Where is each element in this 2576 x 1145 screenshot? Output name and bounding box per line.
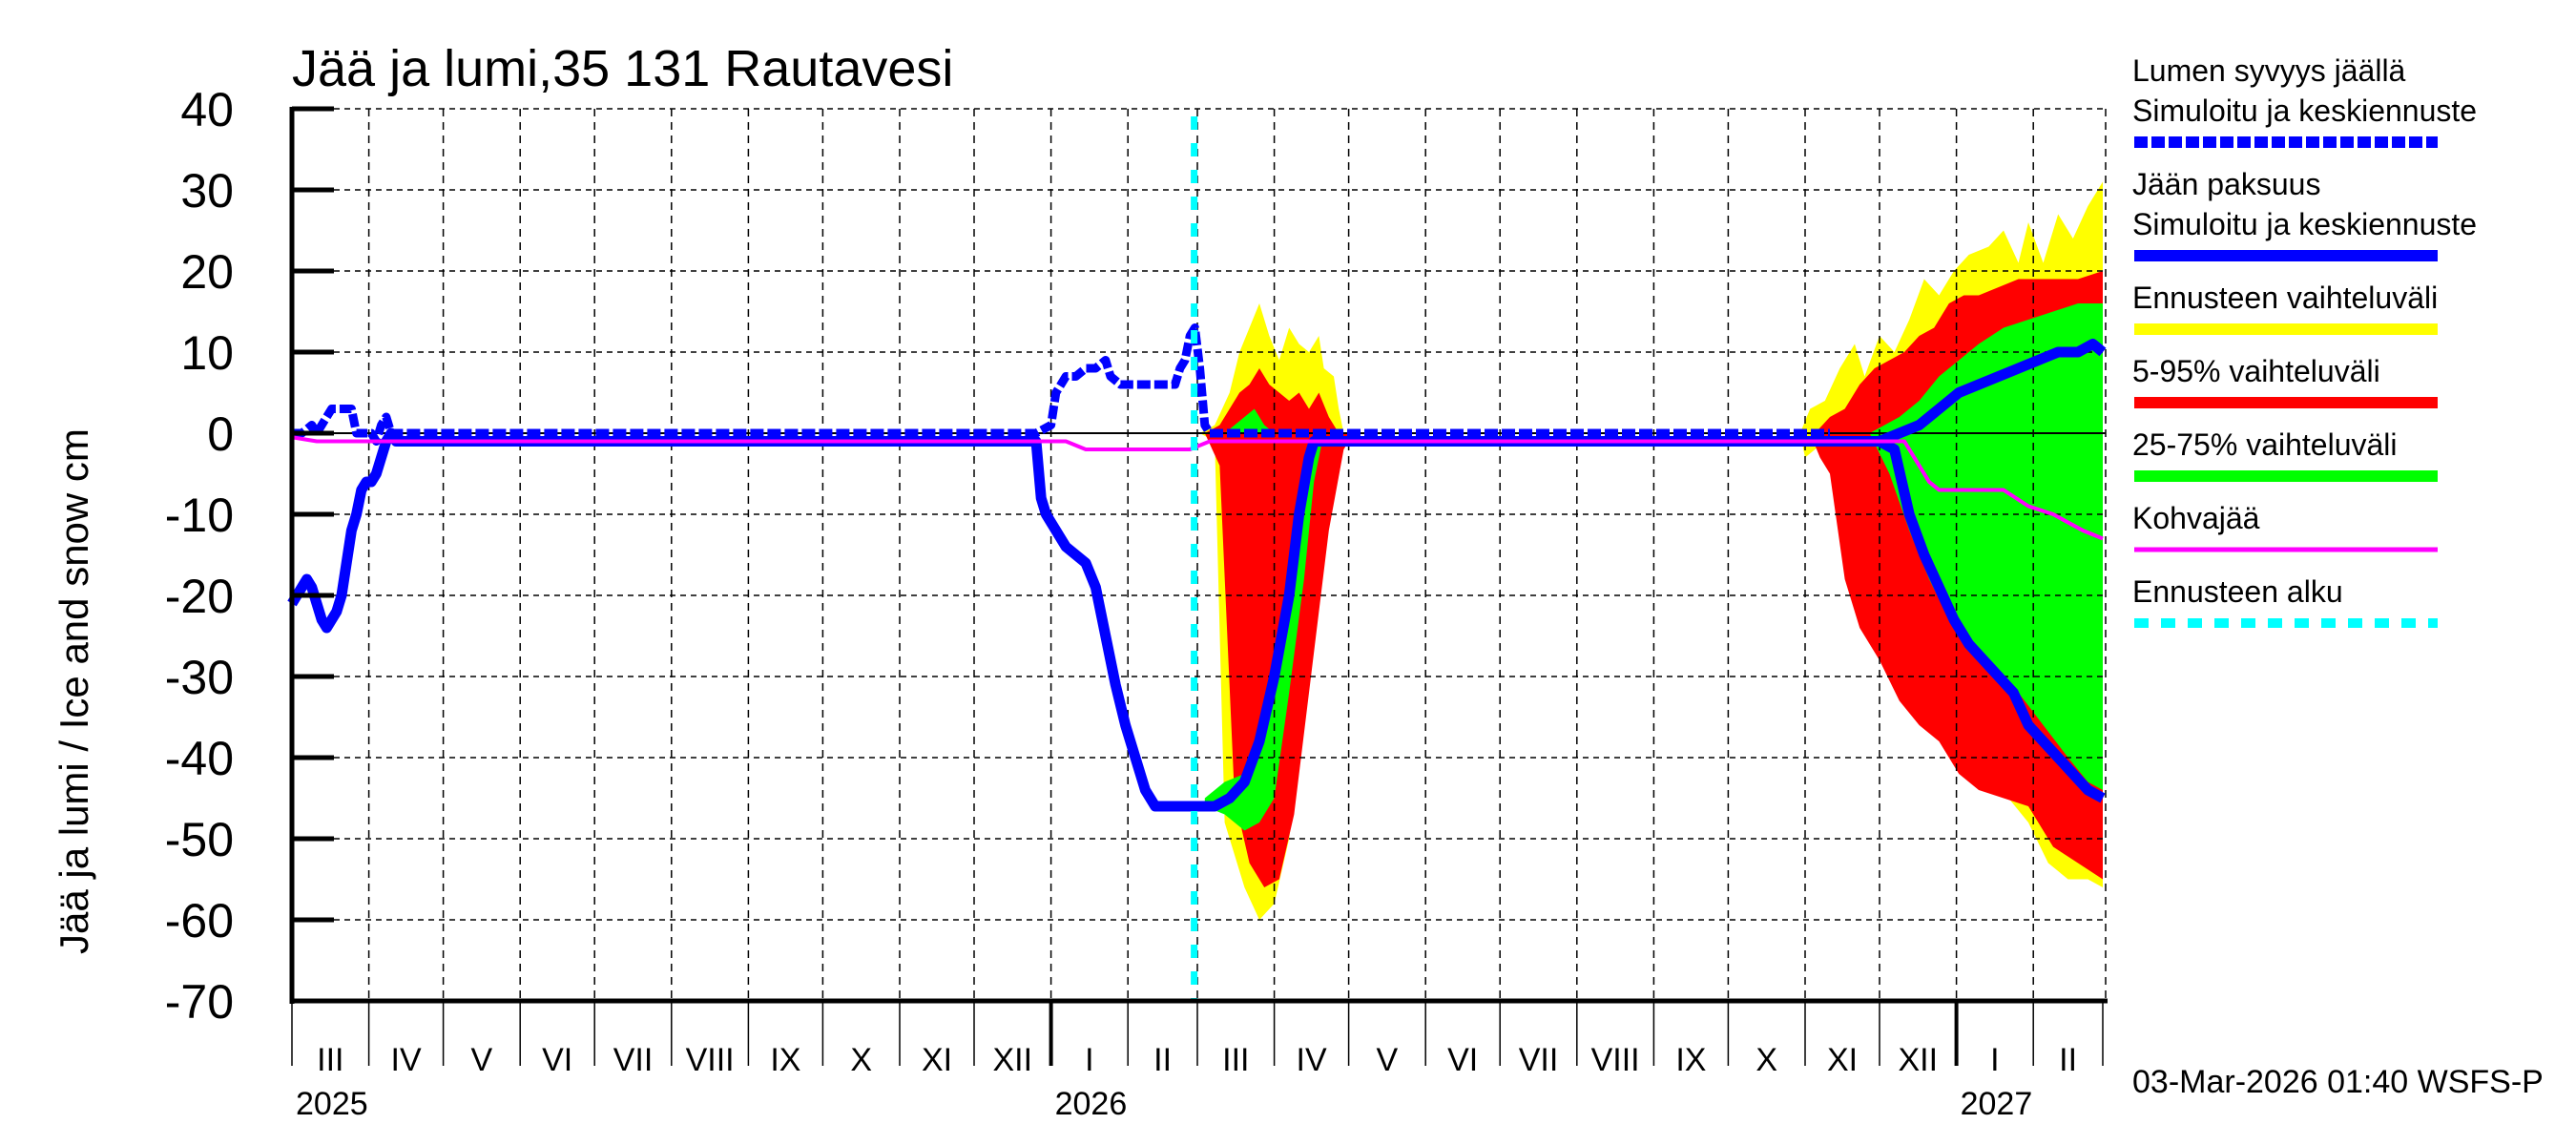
y-tick-label: 10 [180, 326, 234, 380]
x-tick-labels: III IV V VI VII VIII IX X XI XII I II III IV V VI VII VII… [296, 1042, 2077, 1122]
month-label: III [1222, 1042, 1249, 1078]
ice-thickness-line [287, 427, 2106, 812]
chart-title: Jää ja lumi,35 131 Rautavesi [292, 40, 953, 97]
y-tick-label: -20 [165, 570, 234, 623]
data-lines [287, 323, 2107, 812]
y-tick-label: 20 [180, 245, 234, 299]
month-label: X [1755, 1042, 1777, 1078]
legend-label: Jään paksuus [2132, 167, 2320, 201]
month-label: VII [1519, 1042, 1559, 1078]
forecast-bands [1199, 181, 2103, 920]
month-label: IV [391, 1042, 422, 1078]
month-label: VIII [1591, 1042, 1640, 1078]
timestamp: 03-Mar-2026 01:40 WSFS-P [2132, 1064, 2544, 1100]
legend-label: Lumen syvyys jäällä [2132, 53, 2406, 88]
y-tick-label: -60 [165, 894, 234, 947]
legend-label: Kohvajää [2132, 501, 2260, 535]
month-label: VIII [686, 1042, 735, 1078]
band-area [1204, 433, 1324, 831]
month-label: I [1990, 1042, 1999, 1078]
month-label: V [1377, 1042, 1399, 1078]
year-label: 2026 [1055, 1086, 1128, 1122]
month-label: II [2059, 1042, 2077, 1078]
month-label: II [1153, 1042, 1172, 1078]
kohvajaa-line [291, 435, 2104, 541]
month-label: XII [993, 1042, 1033, 1078]
y-tick-label: -30 [165, 651, 234, 704]
ice-thickness-line [1877, 339, 2107, 447]
month-label: I [1085, 1042, 1093, 1078]
legend: Lumen syvyys jäällä Simuloitu ja keskienn… [2132, 53, 2477, 628]
snow-depth-line [292, 323, 1830, 446]
y-tick-label: -40 [165, 732, 234, 785]
grid-lines [292, 108, 2107, 1001]
month-label: X [850, 1042, 872, 1078]
y-tick-label: -70 [165, 975, 234, 1029]
month-label: VII [613, 1042, 654, 1078]
month-label: VI [1447, 1042, 1478, 1078]
legend-label: Ennusteen vaihteluväli [2132, 281, 2438, 315]
month-label: VI [542, 1042, 572, 1078]
y-tick-labels: 40 30 20 10 0 -10 -20 -30 -40 -50 -60 -70 [165, 83, 234, 1029]
month-label: IX [770, 1042, 800, 1078]
y-tick-label: 30 [180, 164, 234, 218]
month-label: IV [1297, 1042, 1327, 1078]
legend-label: 5-95% vaihteluväli [2132, 354, 2380, 388]
y-tick-label: 40 [180, 83, 234, 136]
month-label: XII [1899, 1042, 1939, 1078]
year-label: 2027 [1961, 1086, 2033, 1122]
month-label: XI [922, 1042, 952, 1078]
y-tick-label: 0 [207, 407, 234, 461]
y-tick-label: -10 [165, 489, 234, 542]
band-area [1224, 408, 1275, 433]
month-label: V [471, 1042, 493, 1078]
axes [289, 106, 2108, 1066]
legend-label: 25-75% vaihteluväli [2132, 427, 2398, 462]
legend-sublabel: Simuloitu ja keskiennuste [2132, 94, 2477, 128]
legend-sublabel: Simuloitu ja keskiennuste [2132, 207, 2477, 241]
y-tick-label: -50 [165, 813, 234, 866]
legend-label: Ennusteen alku [2132, 574, 2343, 609]
year-label: 2025 [296, 1086, 368, 1122]
month-label: III [317, 1042, 343, 1078]
month-label: XI [1827, 1042, 1858, 1078]
month-label: IX [1675, 1042, 1706, 1078]
y-axis-label: Jää ja lumi / Ice and snow cm [52, 428, 96, 954]
band-area [1869, 392, 2103, 433]
